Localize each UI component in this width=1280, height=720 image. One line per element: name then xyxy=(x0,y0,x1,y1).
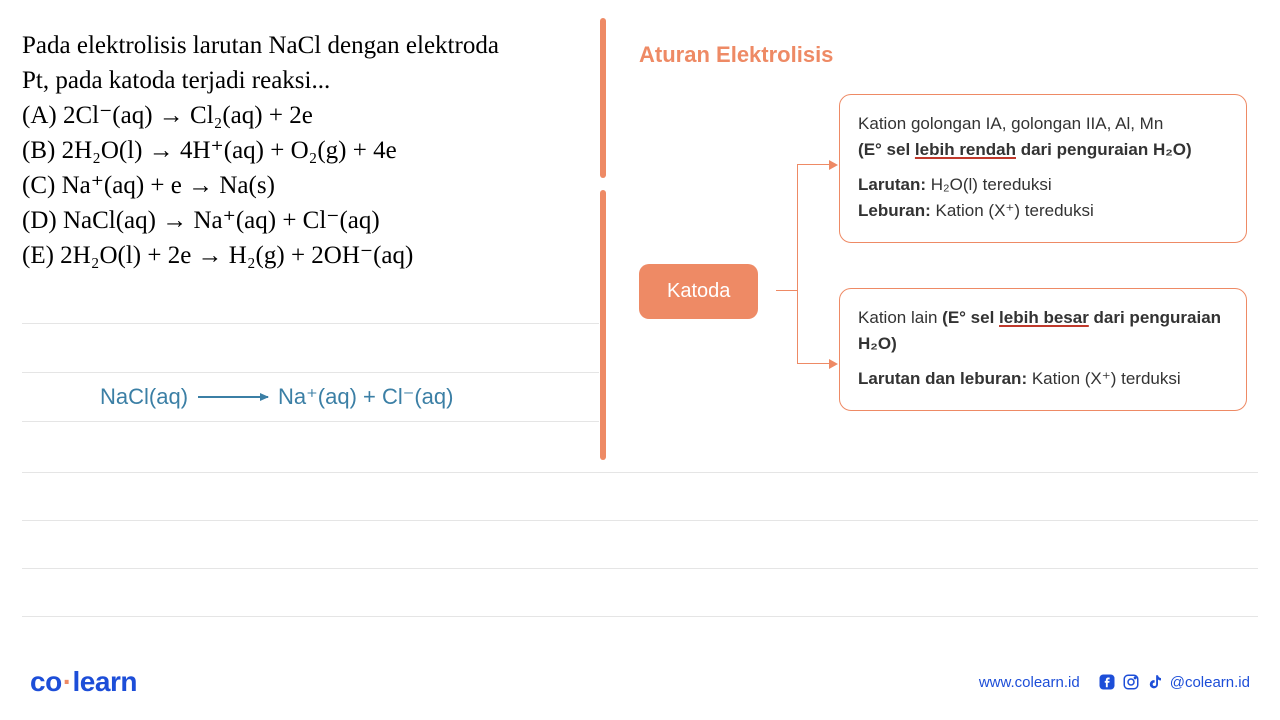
social-handle: @colearn.id xyxy=(1170,674,1250,691)
rule1-line1: Kation golongan IA, golongan IIA, Al, Mn xyxy=(858,114,1163,133)
connector-line xyxy=(797,363,831,365)
option-c: (C) Na⁺(aq) + e → Na(s) xyxy=(22,168,599,203)
reaction-arrow-icon xyxy=(198,396,268,398)
question-block: Pada elektrolisis larutan NaCl dengan el… xyxy=(22,28,599,273)
rule1-leburan-label: Leburan: xyxy=(858,201,931,220)
logo-part-a: co xyxy=(30,666,62,697)
rule-line xyxy=(22,323,599,324)
handwritten-equation: NaCl(aq) Na⁺(aq) + Cl⁻(aq) xyxy=(22,372,599,422)
rule2-bold-pre: (E° sel xyxy=(942,308,999,327)
social-links: @colearn.id xyxy=(1098,673,1250,691)
question-line-2: Pt, pada katoda terjadi reaksi... xyxy=(22,63,599,98)
rule1-line2-suffix: dari penguraian H₂O) xyxy=(1016,140,1192,159)
vertical-divider xyxy=(600,18,606,178)
rules-title: Aturan Elektrolisis xyxy=(639,42,1258,68)
rule-box-2: Kation lain (E° sel lebih besar dari pen… xyxy=(839,288,1247,411)
vertical-divider xyxy=(600,190,606,460)
electrolysis-diagram: Katoda Kation golongan IA, golongan IIA,… xyxy=(639,94,1258,454)
brand-logo: co·learn xyxy=(30,666,137,698)
rule2-underlined: lebih besar xyxy=(999,308,1089,327)
arrow-head-icon xyxy=(829,359,838,369)
rule-box-1: Kation golongan IA, golongan IIA, Al, Mn… xyxy=(839,94,1247,243)
connector-line xyxy=(776,290,798,292)
notebook-lines xyxy=(22,472,1258,664)
rule1-leburan-text: Kation (X⁺) tereduksi xyxy=(931,201,1094,220)
equation-lhs: NaCl(aq) xyxy=(100,384,188,410)
rule2-label: Larutan dan leburan: xyxy=(858,369,1027,388)
rule1-larutan-text: H₂O(l) tereduksi xyxy=(926,175,1052,194)
logo-part-b: learn xyxy=(73,666,137,697)
arrow-head-icon xyxy=(829,160,838,170)
instagram-icon xyxy=(1122,673,1140,691)
option-e: (E) 2H₂O(l) + 2e → H₂(g) + 2OH⁻(aq) xyxy=(22,238,599,273)
cathode-node: Katoda xyxy=(639,264,758,319)
option-d: (D) NaCl(aq) → Na⁺(aq) + Cl⁻(aq) xyxy=(22,203,599,238)
question-line-1: Pada elektrolisis larutan NaCl dengan el… xyxy=(22,28,599,63)
connector-line xyxy=(797,164,831,166)
footer: co·learn www.colearn.id @colearn.id xyxy=(30,666,1250,698)
rule2-text: Kation (X⁺) terduksi xyxy=(1027,369,1181,388)
facebook-icon xyxy=(1098,673,1116,691)
rule1-line2-prefix: (E° sel xyxy=(858,140,915,159)
website-url: www.colearn.id xyxy=(979,674,1080,691)
connector-line xyxy=(797,164,799,364)
rule1-larutan-label: Larutan: xyxy=(858,175,926,194)
equation-rhs: Na⁺(aq) + Cl⁻(aq) xyxy=(278,384,453,410)
rule1-underlined: lebih rendah xyxy=(915,140,1016,159)
option-a: (A) 2Cl⁻(aq) → Cl₂(aq) + 2e xyxy=(22,98,599,133)
tiktok-icon xyxy=(1146,673,1164,691)
rule2-prefix: Kation lain xyxy=(858,308,942,327)
option-b: (B) 2H₂O(l) → 4H⁺(aq) + O₂(g) + 4e xyxy=(22,133,599,168)
